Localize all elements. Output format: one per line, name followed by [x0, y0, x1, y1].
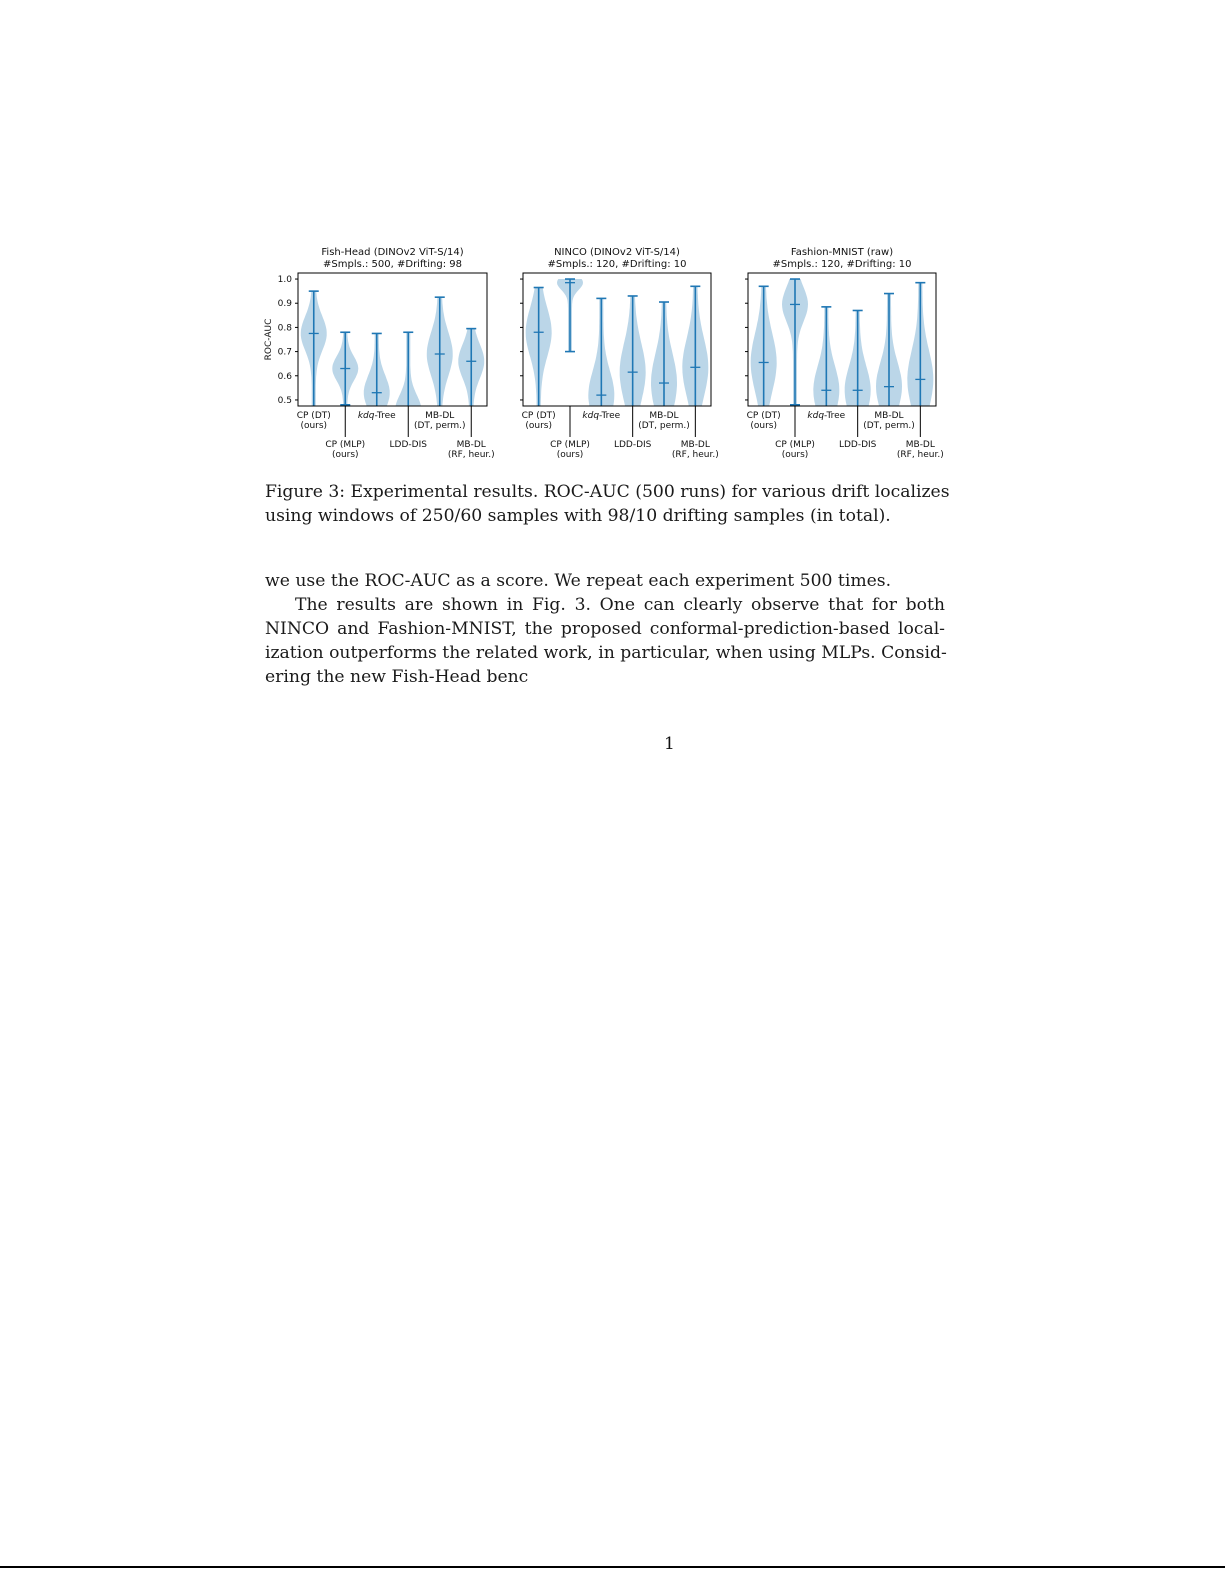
body-text: we use the ROC-AUC as a score. We repeat… [265, 569, 947, 689]
category-label: (ours) [750, 421, 777, 431]
category-label: (ours) [525, 421, 552, 431]
category-label: kdq-Tree [358, 411, 396, 421]
body-line: ization outperforms the related work, in… [265, 643, 947, 663]
category-label: (ours) [557, 450, 584, 460]
figure-caption: Figure 3: Experimental results. ROC-AUC … [265, 480, 950, 528]
chart-panel: CP (DT)(ours)CP (MLP)(ours)kdq-TreeLDD-D… [745, 247, 944, 460]
category-label: CP (DT) [747, 411, 781, 421]
category-label: CP (MLP) [775, 440, 815, 450]
category-label: MB-DL [457, 440, 486, 450]
chart-subtitle: #Smpls.: 500, #Drifting: 98 [323, 259, 462, 270]
y-axis-label: ROC-AUC [264, 319, 274, 361]
chart-subtitle: #Smpls.: 120, #Drifting: 10 [548, 259, 687, 270]
chart-panel: CP (DT)(ours)CP (MLP)(ours)kdq-TreeLDD-D… [264, 247, 495, 460]
body-line: NINCO and Fashion-MNIST, the proposed co… [265, 619, 945, 639]
axes-frame [747, 272, 937, 407]
category-label: (ours) [300, 421, 327, 431]
caption-line: using windows of 250/60 samples with 98/… [265, 506, 891, 526]
category-label: kdq-Tree [807, 411, 845, 421]
category-label: CP (DT) [522, 411, 556, 421]
y-tick-label: 0.7 [278, 348, 292, 358]
y-tick-label: 0.8 [278, 323, 293, 333]
category-label: (RF, heur.) [897, 450, 944, 460]
category-label: CP (DT) [297, 411, 331, 421]
figure-3: CP (DT)(ours)CP (MLP)(ours)kdq-TreeLDD-D… [264, 247, 944, 460]
y-tick-label: 0.9 [278, 299, 293, 309]
category-label-italic: kdq [807, 411, 824, 421]
category-label: kdq-Tree [582, 411, 620, 421]
category-label: LDD-DIS [614, 440, 652, 450]
chart-title: NINCO (DINOv2 ViT-S/14) [554, 247, 680, 258]
chart-panel: CP (DT)(ours)CP (MLP)(ours)kdq-TreeLDD-D… [520, 247, 719, 460]
chart-title: Fish-Head (DINOv2 ViT-S/14) [321, 247, 463, 258]
category-label: (DT, perm.) [863, 421, 915, 431]
axes-frame [297, 272, 488, 407]
y-tick-label: 0.6 [278, 372, 293, 382]
category-label: (DT, perm.) [414, 421, 466, 431]
chart-title: Fashion-MNIST (raw) [791, 247, 893, 258]
category-label: MB-DL [649, 411, 678, 421]
category-label: (ours) [782, 450, 809, 460]
plot-area [750, 278, 934, 406]
plot-area [525, 278, 709, 406]
body-line: we use the ROC-AUC as a score. We repeat… [265, 571, 892, 591]
chart-subtitle: #Smpls.: 120, #Drifting: 10 [773, 259, 912, 270]
category-label-italic: kdq [582, 411, 599, 421]
caption-line: Figure 3: Experimental results. ROC-AUC … [265, 482, 950, 502]
body-line: ering the new Fish-Head benc [265, 667, 529, 687]
category-label: (RF, heur.) [448, 450, 495, 460]
category-label: LDD-DIS [390, 440, 428, 450]
y-tick-label: 0.5 [278, 396, 292, 406]
category-label: (RF, heur.) [672, 450, 719, 460]
category-label: MB-DL [681, 440, 710, 450]
category-label: MB-DL [425, 411, 454, 421]
axes-frame [522, 272, 712, 407]
page-number: 1 [664, 734, 675, 754]
plot-area [300, 290, 485, 406]
category-label: (DT, perm.) [638, 421, 690, 431]
category-label-italic: kdq [358, 411, 375, 421]
category-label: MB-DL [906, 440, 935, 450]
category-label: LDD-DIS [839, 440, 877, 450]
y-tick-label: 1.0 [278, 275, 293, 285]
category-label: CP (MLP) [550, 440, 590, 450]
category-label: (ours) [332, 450, 359, 460]
page-bottom-rule [0, 1566, 1225, 1568]
category-label: CP (MLP) [325, 440, 365, 450]
category-label: MB-DL [874, 411, 903, 421]
body-line: The results are shown in Fig. 3. One can… [295, 595, 945, 615]
